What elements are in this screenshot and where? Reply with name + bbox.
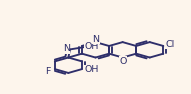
- Text: Cl: Cl: [166, 40, 175, 49]
- Text: N: N: [92, 35, 99, 44]
- Text: OH: OH: [84, 42, 99, 51]
- Text: OH: OH: [85, 65, 99, 74]
- Text: O: O: [119, 57, 127, 66]
- Text: F: F: [45, 67, 50, 76]
- Text: N: N: [63, 44, 70, 53]
